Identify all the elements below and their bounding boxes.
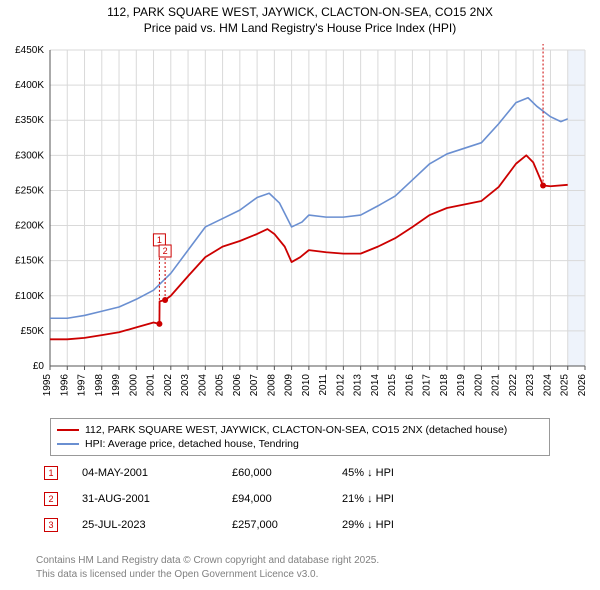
svg-text:1996: 1996 <box>59 374 70 397</box>
svg-text:2015: 2015 <box>387 374 398 397</box>
svg-text:£350K: £350K <box>15 115 44 126</box>
legend-swatch-0 <box>57 429 79 431</box>
svg-text:2007: 2007 <box>249 374 260 397</box>
svg-text:2006: 2006 <box>232 374 243 397</box>
title-block: 112, PARK SQUARE WEST, JAYWICK, CLACTON-… <box>0 4 600 36</box>
title-line-1: 112, PARK SQUARE WEST, JAYWICK, CLACTON-… <box>0 4 600 20</box>
svg-text:£50K: £50K <box>21 326 45 337</box>
svg-text:2018: 2018 <box>439 374 450 397</box>
svg-text:£0: £0 <box>33 361 45 372</box>
footer-line-1: Contains HM Land Registry data © Crown c… <box>36 554 576 568</box>
svg-text:£150K: £150K <box>15 256 44 267</box>
svg-text:2025: 2025 <box>560 374 571 397</box>
svg-text:2000: 2000 <box>128 374 139 397</box>
svg-text:£450K: £450K <box>15 45 44 56</box>
legend-item: 112, PARK SQUARE WEST, JAYWICK, CLACTON-… <box>57 423 543 437</box>
svg-text:2026: 2026 <box>577 374 588 397</box>
svg-text:2009: 2009 <box>284 374 295 397</box>
callout-delta: 45% ↓ HPI <box>342 467 462 479</box>
chart-svg: £0 £50K £100K £150K £200K £250K £300K £350K £400… <box>0 44 600 414</box>
chart: £0 £50K £100K £150K £200K £250K £300K £350K £400… <box>0 44 600 414</box>
table-row: 1 04-MAY-2001 £60,000 45% ↓ HPI <box>40 460 560 486</box>
callout-marker-2: 2 <box>44 492 58 506</box>
svg-text:1997: 1997 <box>77 374 88 397</box>
svg-text:£300K: £300K <box>15 150 44 161</box>
legend-swatch-1 <box>57 443 79 445</box>
svg-text:2002: 2002 <box>163 374 174 397</box>
svg-text:2021: 2021 <box>491 374 502 397</box>
svg-text:2017: 2017 <box>422 374 433 397</box>
svg-text:2024: 2024 <box>542 374 553 397</box>
svg-text:2012: 2012 <box>335 374 346 397</box>
svg-text:2003: 2003 <box>180 374 191 397</box>
callout-marker-3: 3 <box>44 518 58 532</box>
svg-text:1: 1 <box>157 235 162 245</box>
svg-text:2004: 2004 <box>197 374 208 397</box>
svg-text:2014: 2014 <box>370 374 381 397</box>
svg-text:2023: 2023 <box>525 374 536 397</box>
svg-text:2020: 2020 <box>473 374 484 397</box>
svg-text:2019: 2019 <box>456 374 467 397</box>
legend-item: HPI: Average price, detached house, Tend… <box>57 437 543 451</box>
svg-text:1999: 1999 <box>111 374 122 397</box>
callout-price: £257,000 <box>232 519 342 531</box>
svg-text:2016: 2016 <box>404 374 415 397</box>
legend-label-1: HPI: Average price, detached house, Tend… <box>85 438 299 450</box>
callout-delta: 29% ↓ HPI <box>342 519 462 531</box>
svg-text:2: 2 <box>163 246 168 256</box>
table-row: 3 25-JUL-2023 £257,000 29% ↓ HPI <box>40 512 560 538</box>
svg-text:2022: 2022 <box>508 374 519 397</box>
svg-text:2011: 2011 <box>318 374 329 396</box>
callout-marker-1: 1 <box>44 466 58 480</box>
svg-text:2001: 2001 <box>146 374 157 397</box>
callout-price: £60,000 <box>232 467 342 479</box>
svg-text:2008: 2008 <box>266 374 277 397</box>
svg-text:£400K: £400K <box>15 80 44 91</box>
svg-text:1998: 1998 <box>94 374 105 397</box>
callout-delta: 21% ↓ HPI <box>342 493 462 505</box>
callout-date: 31-AUG-2001 <box>82 493 232 505</box>
root: 112, PARK SQUARE WEST, JAYWICK, CLACTON-… <box>0 0 600 590</box>
callout-date: 04-MAY-2001 <box>82 467 232 479</box>
footer: Contains HM Land Registry data © Crown c… <box>36 554 576 581</box>
svg-text:£250K: £250K <box>15 185 44 196</box>
svg-text:2010: 2010 <box>301 374 312 397</box>
svg-text:£100K: £100K <box>15 291 44 302</box>
footer-line-2: This data is licensed under the Open Gov… <box>36 568 576 582</box>
legend: 112, PARK SQUARE WEST, JAYWICK, CLACTON-… <box>50 418 550 456</box>
table-row: 2 31-AUG-2001 £94,000 21% ↓ HPI <box>40 486 560 512</box>
callout-date: 25-JUL-2023 <box>82 519 232 531</box>
callout-table: 1 04-MAY-2001 £60,000 45% ↓ HPI 2 31-AUG… <box>40 460 560 538</box>
callout-price: £94,000 <box>232 493 342 505</box>
svg-text:1995: 1995 <box>42 374 53 397</box>
title-line-2: Price paid vs. HM Land Registry's House … <box>0 20 600 36</box>
svg-text:2013: 2013 <box>353 374 364 397</box>
svg-text:£200K: £200K <box>15 221 44 232</box>
svg-text:2005: 2005 <box>215 374 226 397</box>
legend-label-0: 112, PARK SQUARE WEST, JAYWICK, CLACTON-… <box>85 424 507 436</box>
